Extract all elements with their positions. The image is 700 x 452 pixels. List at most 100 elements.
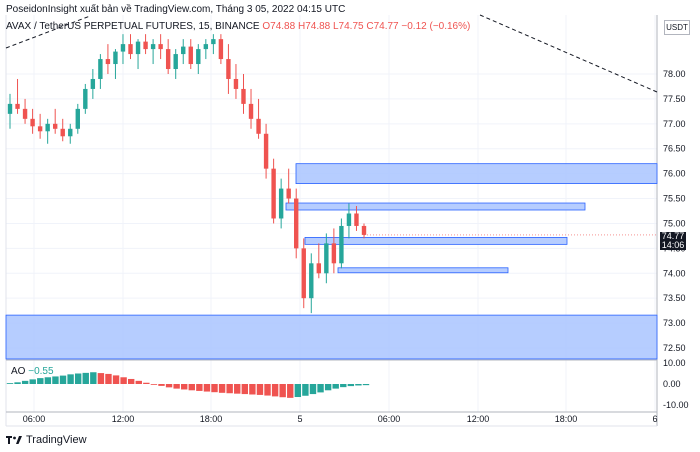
price-tick-label: 75.00 xyxy=(663,218,686,228)
price-tick-label: 77.50 xyxy=(663,94,686,104)
candle-body xyxy=(158,44,163,50)
supply-demand-zone[interactable] xyxy=(5,314,658,360)
ao-bar xyxy=(347,384,355,387)
candle-body xyxy=(233,78,239,89)
supply-demand-zone[interactable] xyxy=(285,202,586,211)
indicator-legend[interactable]: AO −0.55 xyxy=(11,366,54,377)
last-price-value: 74.77 xyxy=(661,231,685,241)
ao-bar xyxy=(135,380,142,384)
ao-bar xyxy=(67,374,74,384)
ao-bar xyxy=(249,384,256,395)
currency-label[interactable]: USDT xyxy=(664,20,690,35)
candle-body xyxy=(15,103,20,109)
ao-bar xyxy=(14,382,21,384)
ao-bar xyxy=(52,376,59,384)
publish-info: PoseidonInsight xuất bản về TradingView.… xyxy=(6,4,346,15)
ao-bar xyxy=(355,384,362,386)
ao-bar xyxy=(256,384,264,395)
change-value: −0.12 (−0.16%) xyxy=(401,21,471,32)
ao-bar xyxy=(6,383,14,384)
candle-body xyxy=(128,44,133,55)
tradingview-logo-icon xyxy=(6,436,22,444)
ao-bar xyxy=(105,373,112,384)
candle-body xyxy=(271,168,276,219)
price-tick-label: 75.50 xyxy=(663,194,686,204)
last-price-tag: 74.77 14:06 xyxy=(660,232,686,250)
ao-bar xyxy=(211,384,218,393)
candle-body xyxy=(354,213,359,226)
symbol-legend: AVAX / TetherUS PERPETUAL FUTURES, 15, B… xyxy=(6,21,470,32)
close-value: C74.77 xyxy=(366,21,399,32)
supply-demand-zone[interactable] xyxy=(337,267,509,274)
ao-bar xyxy=(112,375,120,384)
supply-demand-zone[interactable] xyxy=(295,163,658,185)
ao-bar xyxy=(294,384,302,398)
ao-bar xyxy=(271,384,279,397)
candle-body xyxy=(120,44,126,52)
price-tick-label: 74.00 xyxy=(663,268,686,278)
ao-tick-label: 10.00 xyxy=(663,358,686,368)
candle-body xyxy=(316,263,322,274)
ao-bar xyxy=(309,384,317,395)
candle-body xyxy=(173,54,178,70)
low-value: L74.75 xyxy=(333,21,364,32)
trendline-right[interactable] xyxy=(479,14,658,93)
candle-body xyxy=(181,46,186,55)
ao-bar xyxy=(332,384,339,389)
candle-body xyxy=(105,59,111,65)
candle-body xyxy=(331,243,337,264)
candle-body xyxy=(52,123,58,129)
ao-bar xyxy=(165,384,173,388)
ao-bar xyxy=(241,384,249,395)
candle-body xyxy=(60,128,65,137)
candle-body xyxy=(113,51,118,65)
candle-body xyxy=(346,213,352,226)
candle-body xyxy=(22,108,28,119)
candle-body xyxy=(309,263,314,299)
candle-body xyxy=(263,133,269,169)
brand-name: TradingView xyxy=(26,434,87,446)
candle-body xyxy=(45,123,50,132)
ao-bar xyxy=(74,373,82,384)
ao-bar xyxy=(226,384,233,394)
candle-body xyxy=(196,49,201,65)
candle-body xyxy=(90,78,96,89)
candle-body xyxy=(226,59,231,79)
candle-body xyxy=(37,126,43,132)
price-tick-label: 73.00 xyxy=(663,318,686,328)
candle-body xyxy=(30,118,35,127)
time-tick-label: 18:00 xyxy=(200,414,223,424)
symbol-name[interactable]: AVAX / TetherUS PERPETUAL FUTURES, 15, B… xyxy=(6,21,260,32)
supply-demand-zone[interactable] xyxy=(304,237,568,245)
price-tick-label: 78.00 xyxy=(663,69,686,79)
candle-body xyxy=(248,103,254,119)
price-tick-label: 73.50 xyxy=(663,293,686,303)
candle-body xyxy=(98,59,103,79)
candle-body xyxy=(203,44,209,50)
time-tick-label: 12:00 xyxy=(467,414,490,424)
price-tick-label: 72.50 xyxy=(663,343,686,353)
ao-bar xyxy=(21,380,29,384)
candle-body xyxy=(241,88,246,104)
ao-tick-label: -10.00 xyxy=(663,400,689,410)
time-tick-label: 18:00 xyxy=(555,414,578,424)
indicator-value: −0.55 xyxy=(28,366,54,377)
footer-brand[interactable]: TradingView xyxy=(6,434,87,446)
candle-body xyxy=(324,243,329,274)
ao-bar xyxy=(158,384,165,386)
ao-bar xyxy=(82,372,89,384)
candle-body xyxy=(278,188,284,219)
ao-bar xyxy=(44,377,52,384)
candle-body xyxy=(135,41,141,55)
ao-bar xyxy=(90,372,97,384)
ao-bar xyxy=(324,384,332,391)
candle-body xyxy=(143,41,148,50)
candle-body xyxy=(7,103,13,114)
ao-bar xyxy=(188,384,195,391)
trendline-left[interactable] xyxy=(5,15,91,49)
candle-body xyxy=(218,39,224,60)
time-tick-label: 6 xyxy=(652,414,657,424)
time-tick-label: 06:00 xyxy=(23,414,46,424)
ao-bar xyxy=(181,384,188,390)
